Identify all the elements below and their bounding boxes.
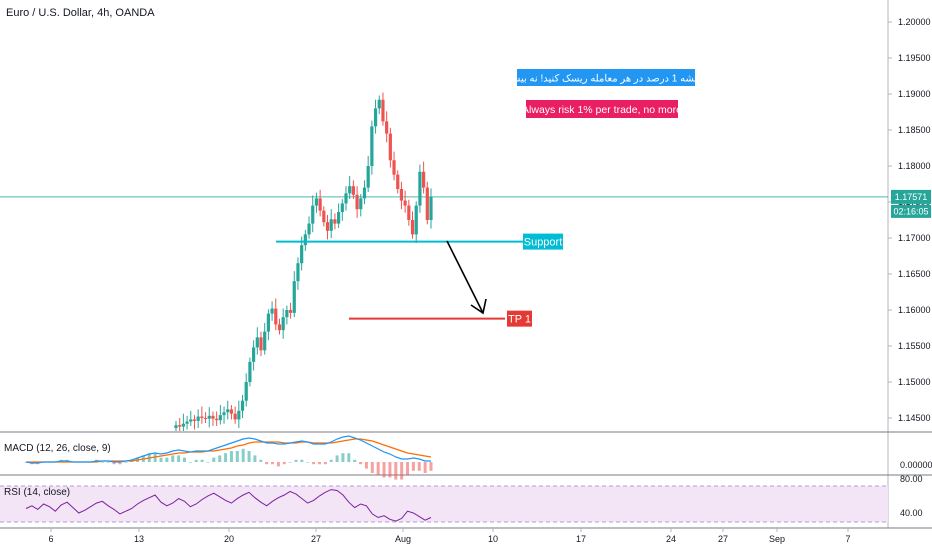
macd-histogram-bar [107, 462, 110, 463]
macd-histogram-bar [330, 460, 333, 462]
macd-histogram-bar [371, 462, 374, 473]
macd-histogram-bar [300, 460, 303, 462]
macd-histogram-bar [195, 460, 198, 462]
price-tick-label: 1.20000 [898, 17, 931, 27]
tp1-label: TP 1 [508, 314, 531, 326]
price-tick-label: 1.19000 [898, 89, 931, 99]
support-label: Support [524, 237, 563, 249]
date-tick-label: 24 [666, 534, 676, 544]
macd-histogram-bar [224, 453, 227, 462]
macd-histogram-bar [377, 462, 380, 475]
macd-histogram-bar [248, 451, 251, 462]
macd-histogram-bar [259, 460, 262, 462]
macd-histogram-bar [365, 462, 368, 469]
macd-histogram-bar [177, 455, 180, 462]
price-tick-label: 1.15500 [898, 341, 931, 351]
macd-histogram-bar [383, 462, 386, 477]
macd-histogram-bar [347, 453, 350, 462]
date-tick-label: Sep [769, 534, 785, 544]
date-tick-label: 7 [845, 534, 850, 544]
macd-histogram-bar [265, 462, 268, 464]
date-tick-label: 20 [224, 534, 234, 544]
date-tick-label: 6 [48, 534, 53, 544]
macd-histogram-bar [388, 462, 391, 477]
macd-histogram-bar [283, 462, 286, 464]
macd-histogram-bar [183, 458, 186, 462]
macd-histogram-bar [253, 455, 256, 462]
price-tick-label: 1.15000 [898, 377, 931, 387]
macd-histogram-bar [271, 462, 274, 464]
macd-histogram-bar [101, 462, 104, 463]
macd-histogram-bar [295, 460, 298, 462]
candle [248, 358, 251, 387]
price-tick-label: 1.16000 [898, 305, 931, 315]
macd-histogram-bar [430, 462, 433, 471]
date-tick-label: 10 [488, 534, 498, 544]
risk-note-en-text: Always risk 1% per trade, no more [522, 104, 682, 116]
macd-histogram-bar [201, 460, 204, 462]
macd-histogram-bar [289, 462, 292, 463]
risk-note-en[interactable]: Always risk 1% per trade, no more [522, 100, 682, 118]
bar-countdown: 02:16:05 [893, 206, 928, 216]
macd-histogram-bar [312, 462, 315, 464]
macd-histogram-bar [359, 462, 362, 464]
date-tick-label: Aug [395, 534, 411, 544]
macd-histogram-bar [171, 455, 174, 462]
date-tick-label: 13 [134, 534, 144, 544]
symbol-title: Euro / U.S. Dollar, 4h, OANDA [6, 7, 155, 19]
risk-note-fa[interactable]: همیشه 1 درصد در هر معامله ریسک کنید! نه … [503, 69, 709, 86]
macd-histogram-bar [165, 458, 168, 462]
macd-histogram-bar [353, 460, 356, 462]
macd-histogram-bar [160, 458, 163, 462]
rsi-legend: RSI (14, close) [4, 487, 70, 498]
current-price-value: 1.17571 [895, 192, 928, 202]
rsi-band [0, 486, 888, 522]
tp1-label-box[interactable]: TP 1 [507, 311, 532, 327]
macd-histogram-bar [189, 462, 192, 463]
macd-histogram-bar [324, 462, 327, 464]
date-tick-label: 27 [311, 534, 321, 544]
macd-histogram-bar [341, 453, 344, 462]
macd-legend: MACD (12, 26, close, 9) [4, 443, 111, 454]
candle [426, 182, 429, 224]
rsi-axis-tick-40: 40.00 [900, 508, 923, 518]
risk-note-fa-text: همیشه 1 درصد در هر معامله ریسک کنید! نه … [503, 74, 709, 85]
macd-histogram-bar [230, 451, 233, 462]
price-tick-label: 1.18500 [898, 125, 931, 135]
macd-histogram-bar [277, 462, 280, 466]
support-label-box[interactable]: Support [523, 234, 563, 250]
price-tick-label: 1.19500 [898, 53, 931, 63]
macd-histogram-bar [236, 451, 239, 462]
macd-histogram-bar [218, 455, 221, 462]
price-tick-label: 1.18000 [898, 161, 931, 171]
macd-histogram-bar [212, 458, 215, 462]
macd-histogram-bar [124, 462, 127, 463]
macd-axis-tick: 0.00000 [900, 460, 932, 470]
date-tick-label: 27 [718, 534, 728, 544]
price-tick-label: 1.17000 [898, 233, 931, 243]
macd-histogram-bar [336, 455, 339, 462]
macd-histogram-bar [318, 462, 321, 464]
current-price-badge: 1.17571 [891, 190, 931, 204]
countdown-badge: 02:16:05 [891, 205, 931, 218]
macd-histogram-bar [306, 462, 309, 463]
date-tick-label: 17 [576, 534, 586, 544]
price-tick-label: 1.16500 [898, 269, 931, 279]
macd-histogram-bar [242, 449, 245, 462]
macd-histogram-bar [206, 462, 209, 463]
macd-histogram-bar [394, 462, 397, 480]
macd-histogram-bar [400, 462, 403, 480]
macd-histogram-bar [424, 462, 427, 473]
candle [418, 165, 421, 213]
rsi-axis-tick-80: 80.00 [900, 474, 923, 484]
price-tick-label: 1.14500 [898, 413, 931, 423]
macd-histogram-bar [418, 462, 421, 471]
macd-histogram-bar [412, 462, 415, 471]
macd-histogram-bar [406, 462, 409, 475]
